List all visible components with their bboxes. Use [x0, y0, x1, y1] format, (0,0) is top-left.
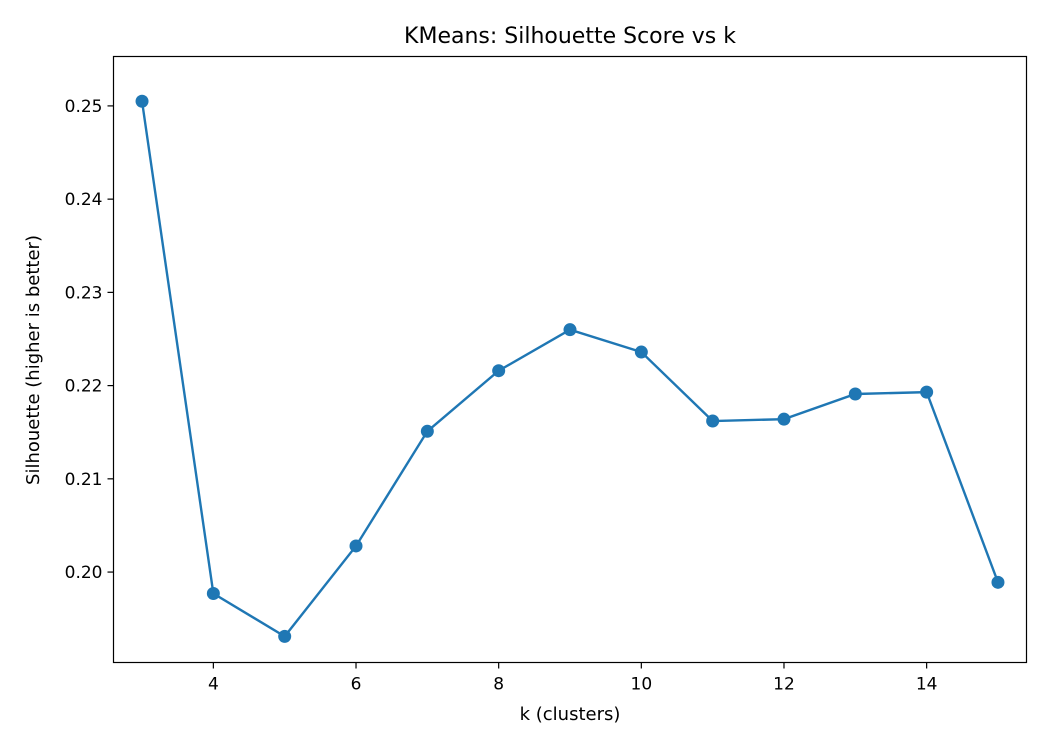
x-axis: 4 6 8 10 12 14: [208, 662, 938, 695]
series-markers: [135, 94, 1005, 643]
series-line: [140, 101, 1000, 638]
data-point: [706, 414, 720, 428]
y-axis: 0.20 0.21 0.22 0.23 0.24 0.25: [65, 97, 114, 583]
data-point: [634, 345, 648, 359]
data-point: [492, 364, 506, 378]
x-tick-label: 10: [631, 675, 653, 695]
plot-frame: [112, 55, 1028, 664]
chart-title: KMeans: Silhouette Score vs k: [404, 24, 736, 49]
data-point: [206, 587, 220, 601]
y-tick-label: 0.20: [65, 563, 103, 583]
y-axis-label: Silhouette (higher is better): [23, 235, 44, 485]
x-tick-label: 4: [208, 675, 219, 695]
data-point: [349, 539, 363, 553]
x-tick-label: 6: [351, 675, 362, 695]
x-tick-label: 8: [493, 675, 504, 695]
y-tick-label: 0.23: [65, 283, 103, 303]
data-point: [991, 575, 1005, 589]
data-point: [777, 412, 791, 426]
data-point: [848, 387, 862, 401]
data-point: [563, 323, 577, 337]
x-tick-label: 12: [773, 675, 795, 695]
x-axis-label: k (clusters): [520, 704, 621, 725]
y-tick-label: 0.25: [65, 97, 103, 117]
data-point: [420, 424, 434, 438]
y-tick-label: 0.21: [65, 470, 103, 490]
data-point: [920, 385, 934, 399]
x-tick-label: 14: [916, 675, 938, 695]
data-point: [135, 94, 149, 108]
y-tick-label: 0.24: [65, 190, 103, 210]
data-point: [278, 629, 292, 643]
y-tick-label: 0.22: [65, 377, 103, 397]
